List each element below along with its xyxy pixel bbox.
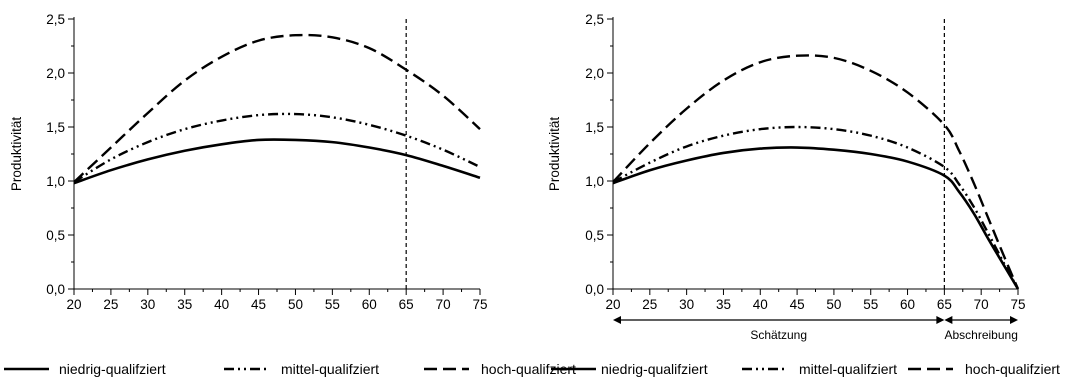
x-tick-label: 75 — [472, 297, 487, 312]
legend-label: niedrig-qualifziert — [601, 361, 708, 377]
x-tick-label: 70 — [974, 297, 989, 312]
x-tick-label: 40 — [214, 297, 229, 312]
y-tick-label: 2,0 — [585, 66, 604, 81]
y-tick-label: 1,0 — [585, 174, 604, 189]
y-tick-label: 2,0 — [46, 66, 65, 81]
chart-legend: niedrig-qualifziert mittel-qualifziert hoc… — [4, 361, 1060, 377]
x-tick-label: 20 — [605, 297, 620, 312]
y-tick-label: 0,0 — [585, 282, 604, 297]
y-tick-label: 0,5 — [46, 228, 65, 243]
span-label: Abschreibung — [944, 328, 1017, 342]
x-tick-label: 40 — [753, 297, 768, 312]
span-arrow-head-right — [1010, 316, 1018, 324]
series-line-solid — [612, 146, 1020, 290]
y-tick-label: 0,5 — [585, 228, 604, 243]
x-tick-label: 30 — [679, 297, 694, 312]
right-chart-panel: 0,0 0,5 1,0 1,5 2,0 2,5 20 25 30 35 40 45 50 55 60 65 70… — [547, 12, 1026, 342]
y-tick-label: 1,5 — [585, 120, 604, 135]
legend-label: mittel-qualifziert — [281, 361, 379, 377]
x-tick-label: 50 — [288, 297, 303, 312]
x-tick-label: 30 — [140, 297, 155, 312]
y-axis-title: Produktivität — [547, 117, 562, 192]
x-tick-label: 35 — [716, 297, 731, 312]
legend-label: hoch-qualifziert — [965, 361, 1060, 377]
x-tick-label: 25 — [103, 297, 118, 312]
x-tick-label: 65 — [937, 297, 952, 312]
legend-label: hoch-qualifziert — [481, 361, 576, 377]
x-tick-label: 60 — [362, 297, 377, 312]
x-tick-label: 70 — [436, 297, 451, 312]
span-arrow-head-left — [944, 316, 953, 324]
series-line-solid — [73, 138, 481, 185]
series-line-dashed — [73, 33, 481, 183]
y-tick-label: 1,0 — [46, 174, 65, 189]
legend-label: niedrig-qualifziert — [59, 361, 166, 377]
left-chart-panel: 0,0 0,5 1,0 1,5 2,0 2,5 20 25 30 35 40 45 50 55 60 65 70… — [9, 12, 488, 312]
x-tick-label: 20 — [66, 297, 81, 312]
x-tick-label: 45 — [251, 297, 266, 312]
y-axis-title: Produktivität — [9, 117, 24, 192]
span-arrow-head-right — [936, 316, 945, 324]
x-tick-label: 35 — [177, 297, 192, 312]
x-tick-label: 55 — [863, 297, 878, 312]
x-tick-label: 50 — [826, 297, 841, 312]
y-tick-label: 2,5 — [46, 12, 65, 27]
series-line-dashdotdot — [612, 125, 1020, 290]
x-tick-label: 55 — [325, 297, 340, 312]
x-tick-label: 25 — [642, 297, 657, 312]
series-line-dashed — [612, 54, 1020, 290]
legend-label: mittel-qualifziert — [799, 361, 897, 377]
y-tick-label: 0,0 — [46, 282, 65, 297]
x-tick-label: 60 — [900, 297, 915, 312]
x-tick-label: 65 — [399, 297, 414, 312]
x-tick-label: 45 — [790, 297, 805, 312]
series-line-dashdotdot — [73, 112, 481, 184]
y-tick-label: 2,5 — [585, 12, 604, 27]
span-label: Schätzung — [750, 328, 807, 342]
span-arrow-head-left — [613, 316, 621, 324]
x-tick-label: 75 — [1010, 297, 1025, 312]
y-tick-label: 1,5 — [46, 120, 65, 135]
